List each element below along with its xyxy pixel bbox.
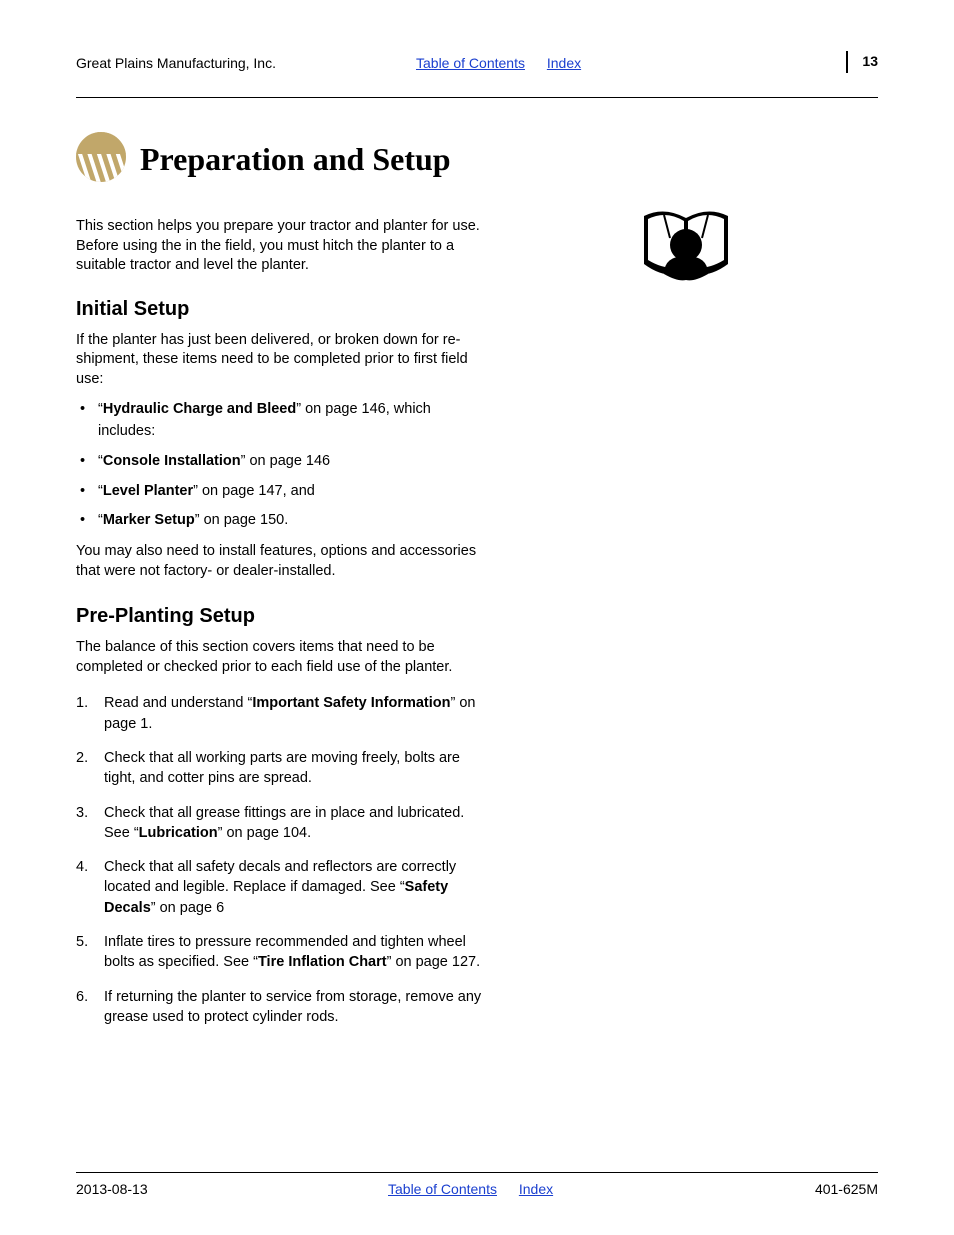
initial-setup-lead: If the planter has just been delivered, … [76,331,486,390]
pre-planting-list: 1.Read and understand “Important Safety … [76,693,486,1027]
pre-planting-heading: Pre-Planting Setup [76,605,878,628]
list-item: 2.Check that all working parts are movin… [76,748,486,789]
read-manual-icon [634,204,738,287]
list-item: 3.Check that all grease fittings are in … [76,803,486,844]
initial-setup-heading: Initial Setup [76,298,878,321]
page-header: Great Plains Manufacturing, Inc. Table o… [76,55,878,98]
initial-setup-tail: You may also need to install features, o… [76,542,486,581]
page-footer: 2013-08-13 Table of Contents Index 401-6… [76,1172,878,1197]
list-item: “Marker Setup” on page 150. [80,510,486,532]
footer-toc-link[interactable]: Table of Contents [388,1181,497,1197]
company-name: Great Plains Manufacturing, Inc. [76,55,276,71]
page-number-separator [846,51,848,73]
list-item: 4.Check that all safety decals and refle… [76,857,486,918]
list-item: “Console Installation” on page 146 [80,451,486,473]
footer-index-link[interactable]: Index [519,1181,553,1197]
pre-planting-lead: The balance of this section covers items… [76,638,486,677]
chapter-icon [76,132,126,187]
page-number: 13 [862,53,878,69]
list-item: 6.If returning the planter to service fr… [76,987,486,1028]
footer-date: 2013-08-13 [76,1181,148,1197]
toc-link[interactable]: Table of Contents [416,55,525,71]
list-item: 5.Inflate tires to pressure recommended … [76,932,486,973]
index-link[interactable]: Index [547,55,581,71]
list-item: “Hydraulic Charge and Bleed” on page 146… [80,399,486,443]
initial-setup-list: “Hydraulic Charge and Bleed” on page 146… [76,399,486,532]
list-item: 1.Read and understand “Important Safety … [76,693,486,734]
list-item: “Level Planter” on page 147, and [80,481,486,503]
footer-doc-number: 401-625M [815,1181,878,1197]
intro-paragraph: This section helps you prepare your trac… [76,217,486,276]
chapter-title: Preparation and Setup [140,141,451,178]
